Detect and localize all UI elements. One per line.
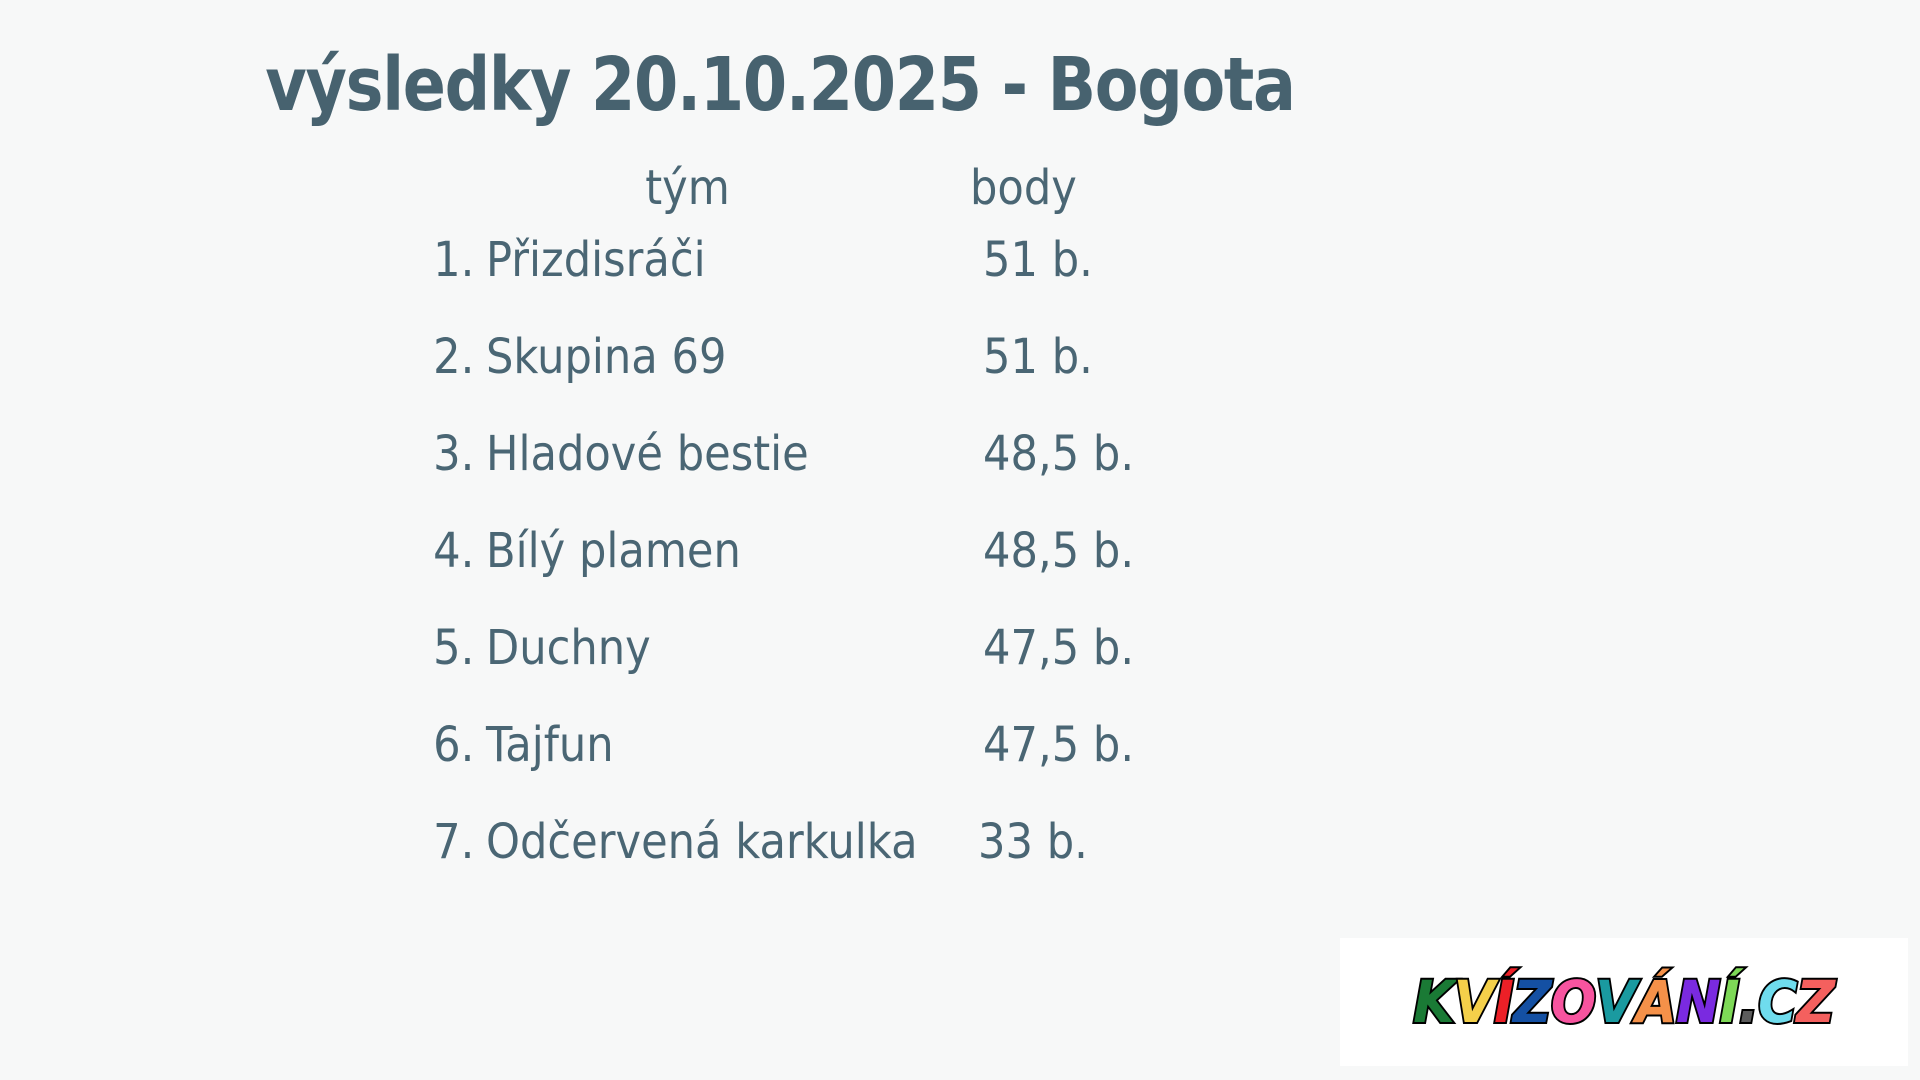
column-header-team: tým (645, 160, 730, 216)
logo-letter-z2: Z (1795, 968, 1837, 1036)
row-points: 51 b. (983, 232, 1093, 288)
row-rank: 5. (433, 620, 475, 676)
logo-letter-n: N (1675, 968, 1723, 1036)
row-points: 47,5 b. (983, 717, 1135, 773)
logo-letter-o: O (1549, 968, 1598, 1036)
row-points: 47,5 b. (983, 620, 1135, 676)
logo-letter-dot: . (1737, 968, 1761, 1036)
logo-letter-i1: Í (1493, 968, 1516, 1036)
logo-letter-z1: Z (1511, 968, 1553, 1036)
results-table: tým body 1. Přizdisráči 51 b. 2. Skupina… (405, 160, 1165, 911)
row-points: 48,5 b. (983, 426, 1135, 482)
table-row: 5. Duchny 47,5 b. (405, 620, 1165, 717)
row-team: Skupina 69 (486, 329, 727, 385)
column-header-points: body (970, 160, 1077, 216)
row-team: Hladové bestie (486, 426, 809, 482)
row-rank: 6. (433, 717, 475, 773)
row-team: Odčervená karkulka (486, 814, 918, 870)
logo-letter-v1: V (1452, 968, 1497, 1036)
row-rank: 2. (433, 329, 475, 385)
row-rank: 1. (433, 232, 475, 288)
logo-letter-c: C (1757, 968, 1800, 1036)
table-row: 3. Hladové bestie 48,5 b. (405, 426, 1165, 523)
logo-wordmark: KVÍZOVÁNÍ.CZ (1412, 968, 1837, 1036)
table-row: 2. Skupina 69 51 b. (405, 329, 1165, 426)
logo-letter-a: Á (1634, 968, 1679, 1036)
row-team: Tajfun (486, 717, 614, 773)
table-row: 6. Tajfun 47,5 b. (405, 717, 1165, 814)
row-team: Přizdisráči (486, 232, 706, 288)
row-points: 48,5 b. (983, 523, 1135, 579)
row-points: 33 b. (978, 814, 1088, 870)
page-title: výsledky 20.10.2025 - Bogota (265, 42, 1296, 128)
kvizovani-logo[interactable]: KVÍZOVÁNÍ.CZ (1340, 938, 1908, 1066)
logo-letter-k: K (1412, 968, 1457, 1036)
row-rank: 4. (433, 523, 475, 579)
logo-letter-i2: Í (1718, 968, 1741, 1036)
row-points: 51 b. (983, 329, 1093, 385)
row-team: Bílý plamen (486, 523, 741, 579)
row-team: Duchny (486, 620, 651, 676)
row-rank: 3. (433, 426, 475, 482)
row-rank: 7. (433, 814, 475, 870)
table-row: 4. Bílý plamen 48,5 b. (405, 523, 1165, 620)
table-header-row: tým body (405, 160, 1165, 232)
logo-letter-v2: V (1594, 968, 1639, 1036)
table-row: 7. Odčervená karkulka 33 b. (405, 814, 1165, 911)
table-row: 1. Přizdisráči 51 b. (405, 232, 1165, 329)
